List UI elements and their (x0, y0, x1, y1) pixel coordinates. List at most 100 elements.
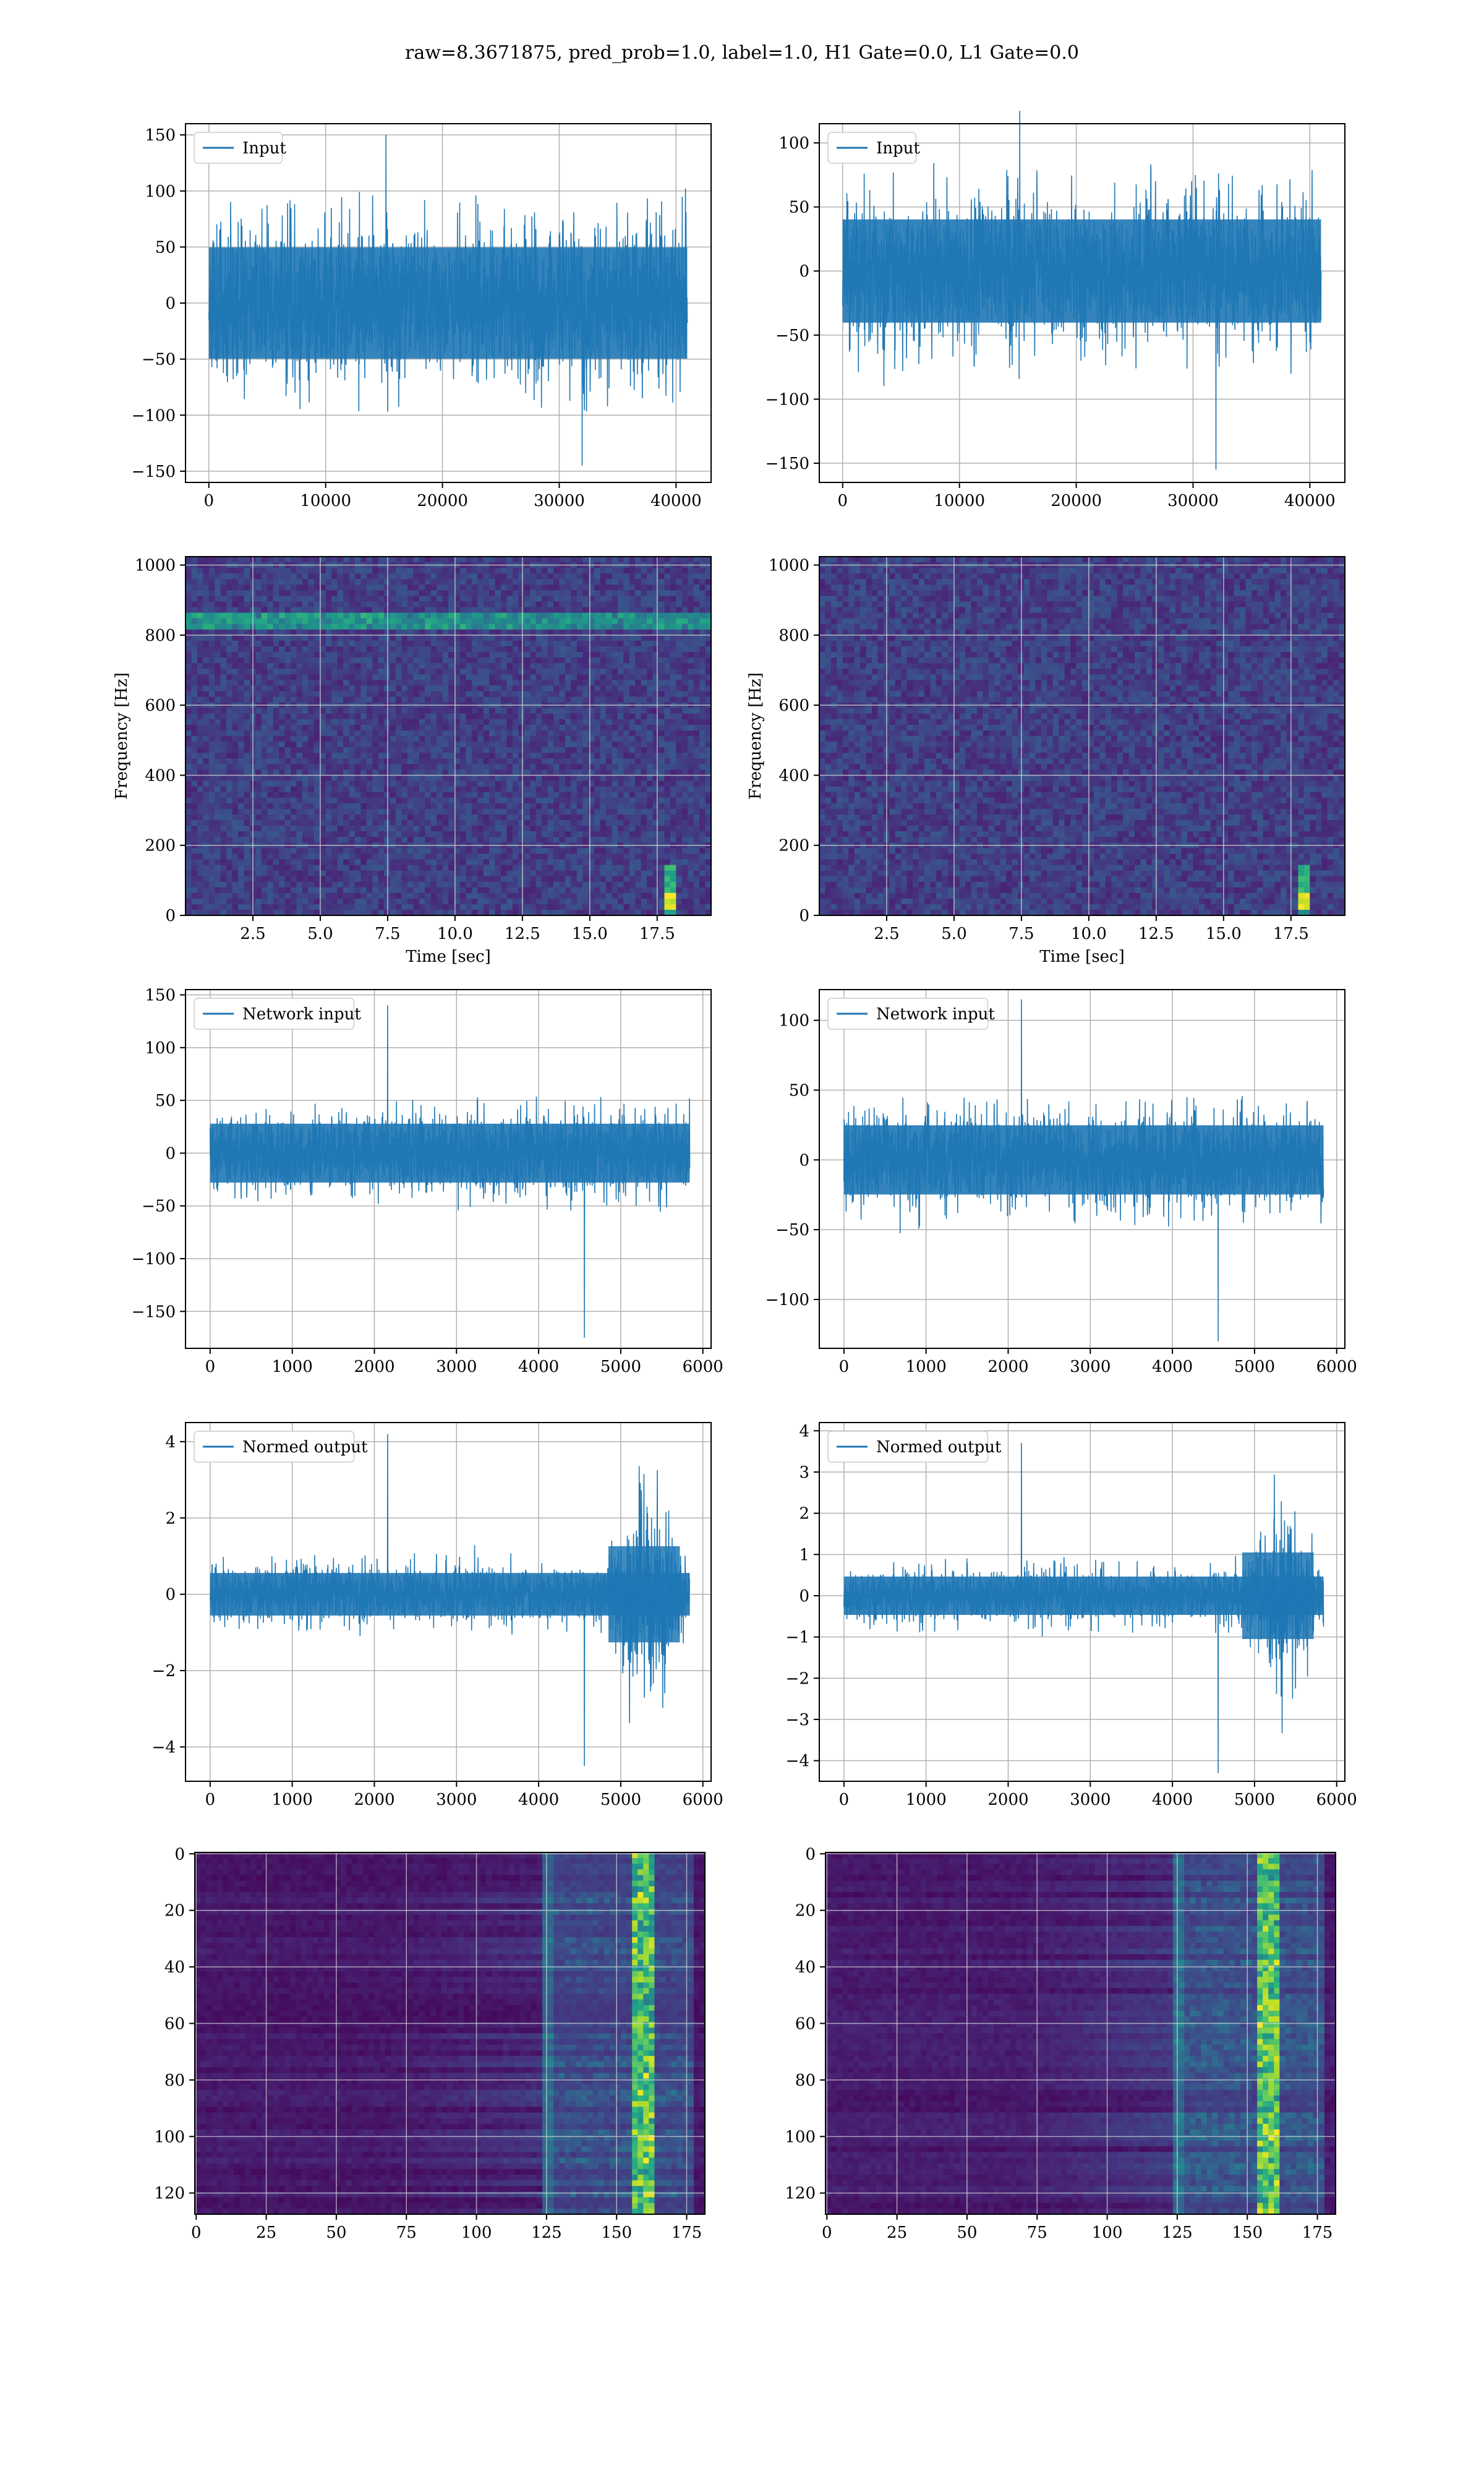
heatmap-cell (186, 769, 192, 776)
heatmap-cell (419, 803, 425, 810)
heatmap-cell (547, 573, 554, 580)
heatmap-cell (226, 826, 233, 832)
heatmap-cell (670, 758, 676, 764)
heatmap-cell (267, 764, 274, 770)
heatmap-cell (425, 635, 432, 641)
heatmap-cell (542, 808, 548, 815)
heatmap-cell (559, 792, 566, 798)
heatmap-cell (425, 657, 432, 664)
heatmap-cell (215, 601, 221, 608)
heatmap-cell (659, 764, 665, 770)
heatmap-cell (635, 646, 642, 653)
heatmap-cell (226, 640, 233, 647)
heatmap-cell (676, 685, 683, 692)
heatmap-cell (267, 685, 274, 692)
heatmap-cell (506, 747, 513, 753)
heatmap-cell (372, 573, 379, 580)
heatmap-cell (425, 753, 432, 759)
heatmap-cell (495, 607, 501, 614)
y-tick-label: −50 (775, 327, 809, 345)
heatmap-cell (425, 820, 432, 826)
heatmap-cell (559, 557, 566, 563)
heatmap-cell (372, 590, 379, 597)
heatmap-cell (676, 607, 683, 614)
heatmap-cell (442, 601, 449, 608)
heatmap-cell (483, 680, 490, 687)
heatmap-cell (186, 584, 192, 591)
heatmap-cell (197, 685, 203, 692)
heatmap-cell (582, 557, 589, 563)
heatmap-cell (518, 797, 525, 804)
heatmap-cell (255, 831, 262, 837)
heatmap-cell (629, 848, 636, 854)
heatmap-cell (693, 629, 700, 636)
heatmap-cell (466, 669, 472, 675)
heatmap-cell (313, 652, 320, 658)
heatmap-cell (459, 769, 466, 776)
heatmap-cell (337, 579, 344, 585)
heatmap-cell (506, 579, 513, 585)
heatmap-cell (612, 808, 618, 815)
heatmap-cell (483, 820, 490, 826)
heatmap-cell (203, 685, 210, 692)
heatmap-cell (238, 691, 245, 698)
heatmap-cell (547, 747, 554, 753)
heatmap-cell (466, 584, 472, 591)
heatmap-cell (308, 724, 315, 731)
heatmap-cell (571, 629, 578, 636)
heatmap-cell (582, 696, 589, 703)
heatmap-cell (401, 618, 408, 625)
heatmap-cell (437, 820, 443, 826)
heatmap-cell (576, 837, 583, 843)
heatmap-cell (553, 753, 560, 759)
heatmap-cell (366, 640, 373, 647)
heatmap-cell (448, 820, 455, 826)
heatmap-cell (203, 792, 210, 798)
heatmap-cell (483, 736, 490, 742)
heatmap-cell (232, 724, 239, 731)
heatmap-cell (197, 742, 203, 748)
heatmap-cell (296, 786, 303, 793)
heatmap-cell (401, 831, 408, 837)
heatmap-cell (471, 814, 478, 821)
heatmap-cell (535, 568, 542, 574)
heatmap-cell (647, 747, 654, 753)
heatmap-cell (553, 797, 560, 804)
heatmap-cell (396, 674, 403, 680)
heatmap-cell (273, 742, 279, 748)
heatmap-cell (384, 747, 391, 753)
heatmap-cell (600, 573, 607, 580)
heatmap-cell (360, 742, 367, 748)
heatmap-cell (471, 674, 478, 680)
heatmap-cell (466, 792, 472, 798)
heatmap-cell (349, 719, 356, 726)
heatmap-cell (495, 685, 501, 692)
heatmap-cell (425, 596, 432, 602)
heatmap-cell (542, 579, 548, 585)
heatmap-cell (191, 685, 198, 692)
heatmap-cell (641, 674, 647, 680)
heatmap-cell (273, 758, 279, 764)
input-plot-h1: 0 10000 20000 30000 40000−150−100−5005010015… (132, 123, 712, 510)
heatmap-cell (647, 685, 654, 692)
heatmap-cell (215, 747, 221, 753)
heatmap-cell (425, 618, 432, 625)
heatmap-cell (559, 826, 566, 832)
heatmap-cell (652, 646, 659, 653)
heatmap-cell (273, 573, 279, 580)
heatmap-cell (220, 557, 227, 563)
heatmap-cell (489, 758, 496, 764)
heatmap-cell (693, 826, 700, 832)
heatmap-cell (384, 685, 391, 692)
heatmap-cell (308, 652, 315, 658)
heatmap-cell (466, 775, 472, 782)
heatmap-cell (524, 623, 531, 630)
heatmap-cell (372, 826, 379, 832)
heatmap-cell (547, 685, 554, 692)
heatmap-cell (255, 775, 262, 782)
heatmap-cell (454, 781, 461, 787)
heatmap-cell (197, 612, 203, 619)
heatmap-cell (629, 730, 636, 737)
heatmap-cell (238, 557, 245, 563)
heatmap-cell (477, 814, 484, 821)
